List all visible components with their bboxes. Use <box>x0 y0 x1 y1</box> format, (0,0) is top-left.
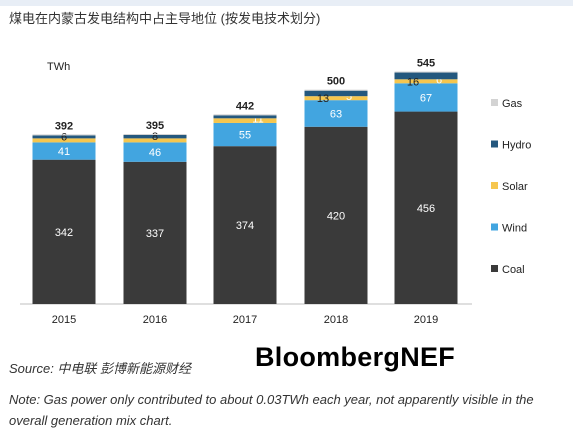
bar-segment-wind-2016 <box>123 142 187 162</box>
x-tick-label-2019: 2019 <box>414 314 438 326</box>
bar-segment-coal-2016 <box>123 161 187 304</box>
bars-layer: 3424163922015337468395201637455114422017… <box>32 58 458 326</box>
legend-swatch-gas <box>491 99 498 106</box>
bar-segment-solar-2018 <box>304 96 368 101</box>
data-label-solar-2018: 5 <box>346 91 352 103</box>
bar-segment-hydro-2018 <box>304 90 368 97</box>
bar-segment-wind-2019 <box>394 83 458 112</box>
bar-segment-solar-2016 <box>123 138 187 143</box>
total-label-2015: 392 <box>55 120 73 132</box>
chart-title: 煤电在内蒙古发电结构中占主导地位 (按发电技术划分) <box>9 11 321 26</box>
total-label-2017: 442 <box>236 100 254 112</box>
data-label-coal-2019: 456 <box>417 203 435 215</box>
x-tick-label-2017: 2017 <box>233 314 257 326</box>
data-label-coal-2015: 342 <box>55 227 73 239</box>
bar-segment-coal-2019 <box>394 111 458 305</box>
note-text: Note: Gas power only contributed to abou… <box>9 392 534 428</box>
brand-logo: BloombergNEF <box>255 342 456 372</box>
bar-segment-coal-2015 <box>32 159 96 304</box>
data-label-wind-2017: 55 <box>239 130 251 142</box>
bar-segment-hydro-2019 <box>394 72 458 80</box>
x-tick-label-2015: 2015 <box>52 314 76 326</box>
legend: Gas Hydro Solar Wind Coal <box>491 98 531 276</box>
bar-segment-hydro-2015 <box>32 135 96 139</box>
bar-segment-hydro-2017 <box>213 115 277 119</box>
stacked-bar-chart: TWh 342416392201533746839520163745511442… <box>20 58 531 326</box>
y-unit-label: TWh <box>47 61 70 73</box>
total-label-2019: 545 <box>417 58 435 70</box>
data-label-solar-2019: 6 <box>436 74 442 86</box>
data-label-hydro-2018: 13 <box>317 93 329 105</box>
bar-segment-wind-2017 <box>213 122 277 147</box>
data-label-wind-2018: 63 <box>330 108 342 120</box>
bar-segment-coal-2017 <box>213 146 277 304</box>
bar-segment-solar-2019 <box>394 79 458 84</box>
legend-swatch-solar <box>491 182 498 189</box>
data-label-wind-2019: 67 <box>420 92 432 104</box>
x-tick-label-2016: 2016 <box>143 314 167 326</box>
bar-segment-gas-2018 <box>304 89 368 91</box>
total-label-2016: 395 <box>146 120 164 132</box>
data-label-coal-2018: 420 <box>327 210 345 222</box>
bar-segment-gas-2015 <box>32 134 96 136</box>
bar-segment-wind-2015 <box>32 142 96 160</box>
data-label-hydro-2019: 16 <box>407 76 419 88</box>
legend-label-solar: Solar <box>502 181 528 193</box>
legend-label-wind: Wind <box>502 223 527 235</box>
legend-swatch-wind <box>491 223 498 231</box>
bar-segment-gas-2019 <box>394 71 458 73</box>
bar-segment-coal-2018 <box>304 126 368 304</box>
bar-segment-wind-2018 <box>304 100 368 127</box>
data-label-hydro-2016: 8 <box>152 131 158 143</box>
legend-swatch-hydro <box>491 140 498 148</box>
legend-label-coal: Coal <box>502 264 525 276</box>
bar-segment-solar-2017 <box>213 118 277 123</box>
top-bar <box>0 0 573 6</box>
bar-segment-solar-2015 <box>32 138 96 143</box>
total-label-2018: 500 <box>327 76 345 88</box>
data-label-hydro-2015: 6 <box>61 131 67 143</box>
legend-swatch-coal <box>491 265 498 272</box>
bar-segment-hydro-2016 <box>123 134 187 139</box>
x-tick-label-2018: 2018 <box>324 314 348 326</box>
data-label-solar-2017: 11 <box>252 113 263 125</box>
legend-label-hydro: Hydro <box>502 140 531 152</box>
data-label-coal-2017: 374 <box>236 220 254 232</box>
source-text: Source: 中电联 彭博新能源财经 <box>9 361 192 376</box>
data-label-coal-2016: 337 <box>146 228 164 240</box>
bar-segment-gas-2016 <box>123 133 187 135</box>
bar-segment-gas-2017 <box>213 114 277 116</box>
legend-label-gas: Gas <box>502 98 523 110</box>
data-label-wind-2016: 46 <box>149 147 161 159</box>
data-label-wind-2015: 41 <box>58 146 70 158</box>
